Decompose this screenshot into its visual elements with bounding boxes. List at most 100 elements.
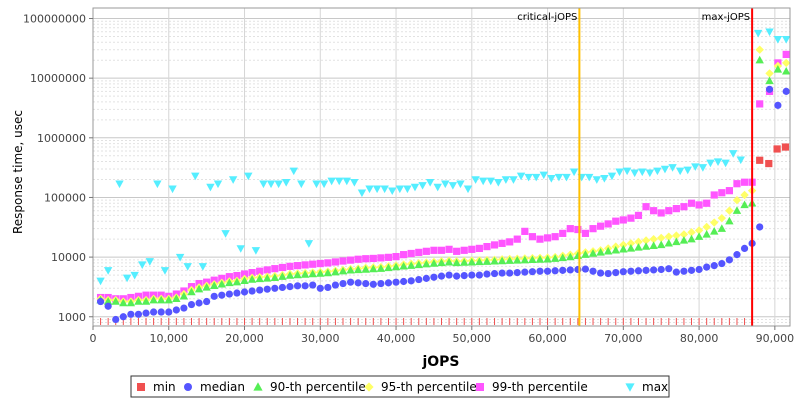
data-point <box>453 247 461 255</box>
x-tick-label: 10,000 <box>150 332 189 345</box>
data-point <box>331 258 340 266</box>
data-point <box>468 271 476 279</box>
data-point <box>698 164 708 172</box>
data-point <box>112 315 120 324</box>
data-point <box>407 249 415 258</box>
y-tick-label: 1000 <box>58 311 86 324</box>
axis-ticks: 0 10,000 20,000 30,000 40,000 50,000 60,000 70,… <box>23 13 794 345</box>
data-point <box>505 256 514 264</box>
data-point <box>600 175 609 183</box>
data-point <box>240 276 249 285</box>
data-point <box>543 254 552 263</box>
data-point <box>323 268 333 277</box>
data-point <box>728 150 738 158</box>
x-tick-label: 90,000 <box>756 332 795 345</box>
data-point <box>467 257 477 266</box>
data-point <box>293 262 302 270</box>
data-point <box>725 206 734 215</box>
data-point <box>627 214 635 222</box>
data-point <box>612 217 620 225</box>
data-point <box>733 180 741 188</box>
data-point <box>558 253 567 262</box>
data-point <box>756 100 764 108</box>
annotation-label: max-jOPS <box>702 12 750 23</box>
data-point <box>392 278 400 286</box>
data-point <box>642 266 650 274</box>
data-point <box>134 310 143 318</box>
legend-label: min <box>153 380 176 394</box>
data-point <box>641 242 651 250</box>
data-point <box>603 246 613 255</box>
data-point <box>528 255 537 264</box>
data-point <box>765 69 774 78</box>
data-point <box>384 279 393 287</box>
data-point <box>437 258 446 267</box>
data-point <box>782 58 791 68</box>
data-point <box>694 232 704 240</box>
data-point <box>304 240 314 248</box>
data-point <box>588 249 598 257</box>
data-point <box>755 55 764 64</box>
data-point <box>740 178 749 186</box>
data-point <box>217 279 226 288</box>
data-point <box>773 145 781 153</box>
data-point <box>638 168 647 177</box>
data-point <box>400 251 408 259</box>
data-point <box>569 168 579 177</box>
data-point <box>691 163 700 171</box>
data-point <box>191 172 200 181</box>
data-point <box>615 168 624 177</box>
data-point <box>395 185 405 194</box>
legend-label: median <box>200 380 245 394</box>
data-point <box>706 159 715 168</box>
data-point <box>156 295 166 304</box>
data-point <box>604 269 612 278</box>
y-tick-label: 10000000 <box>30 72 86 85</box>
legend-marker <box>184 383 192 391</box>
data-point <box>153 180 162 189</box>
data-point <box>506 238 514 246</box>
data-point <box>425 179 435 187</box>
data-point <box>357 189 367 198</box>
data-point <box>619 268 627 276</box>
data-point <box>452 258 461 267</box>
data-point <box>604 220 612 228</box>
data-point <box>415 248 423 256</box>
data-point <box>202 283 211 291</box>
data-point <box>119 298 128 307</box>
data-point <box>266 180 276 189</box>
data-point <box>717 224 727 232</box>
data-point <box>122 274 132 283</box>
legend-marker <box>476 383 484 391</box>
data-point <box>740 200 749 209</box>
data-point <box>607 172 617 181</box>
x-tick-label: 50,000 <box>453 332 492 345</box>
data-point <box>445 245 453 253</box>
data-point <box>680 267 688 275</box>
data-point <box>649 234 658 244</box>
x-tick-label: 60,000 <box>528 332 567 345</box>
data-point <box>400 277 408 286</box>
data-point <box>581 229 590 237</box>
data-point <box>675 167 685 176</box>
data-point <box>559 229 567 237</box>
data-point <box>574 265 582 274</box>
x-tick-label: 70,000 <box>604 332 643 345</box>
y-tick-label: 100000000 <box>23 13 86 26</box>
data-point <box>165 308 173 316</box>
data-point <box>585 173 594 182</box>
data-point <box>501 176 511 184</box>
data-point <box>641 236 651 245</box>
data-point <box>278 283 287 292</box>
data-point <box>278 272 287 280</box>
data-point <box>687 199 696 207</box>
data-point <box>687 234 696 243</box>
data-point <box>516 172 526 181</box>
series-90-th-percentile <box>96 55 791 307</box>
data-point <box>430 246 438 254</box>
data-point <box>539 171 548 180</box>
data-point <box>732 206 742 214</box>
data-point <box>138 261 147 269</box>
data-point <box>281 179 291 187</box>
